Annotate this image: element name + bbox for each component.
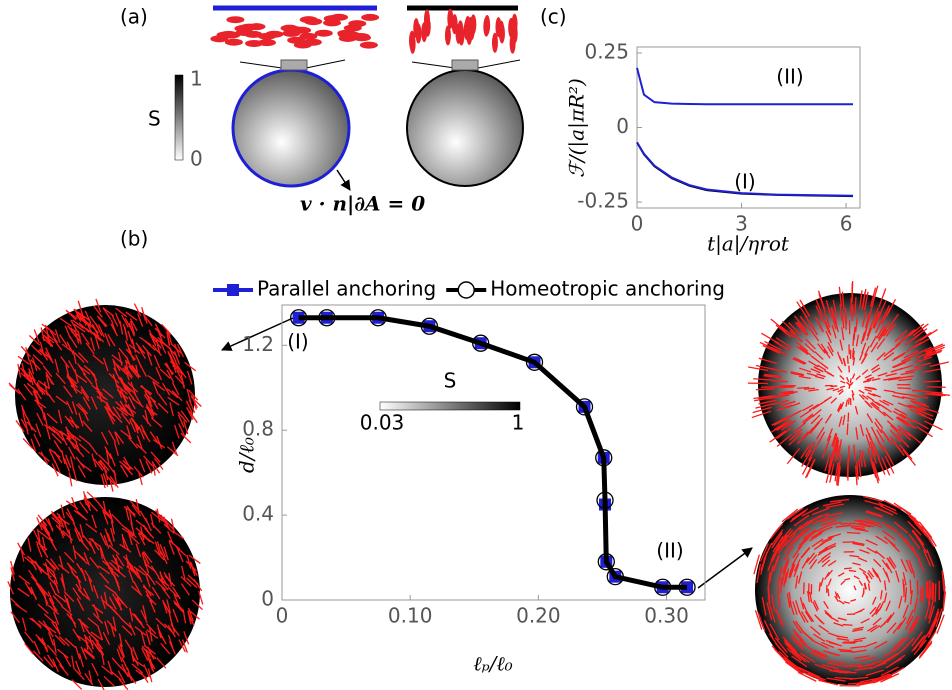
molecule — [339, 35, 357, 42]
x-tick-label: 0.10 — [388, 604, 433, 628]
annotation: (II) — [776, 65, 803, 89]
director — [797, 388, 809, 389]
molecule — [492, 33, 498, 53]
y-tick-label: 0 — [616, 114, 629, 138]
director — [847, 532, 861, 533]
annotation: (I) — [734, 170, 756, 194]
colorbar-tick: 0 — [190, 147, 203, 171]
y-tick-label: 1.2 — [242, 332, 274, 356]
molecule — [304, 18, 322, 25]
annotation: (II) — [656, 539, 683, 563]
y-tick-label: 0 — [261, 587, 274, 611]
molecule — [464, 17, 470, 37]
molecule — [315, 30, 333, 37]
y-tick-label: -0.25 — [577, 189, 629, 213]
molecule — [424, 9, 430, 29]
director — [844, 568, 852, 569]
figure: (a) (b) (c) S 1 0 v · n|∂A = 0 0360.250-… — [0, 0, 952, 690]
molecule — [484, 15, 490, 35]
y-tick-label: 0.4 — [242, 502, 274, 526]
arrow — [698, 548, 752, 588]
equation: v · n|∂A = 0 — [300, 192, 425, 216]
molecule — [360, 42, 378, 49]
molecule — [258, 39, 276, 46]
director — [772, 381, 788, 382]
droplet — [233, 70, 349, 186]
director — [843, 625, 853, 626]
panel-label: (b) — [120, 227, 148, 251]
colorbar-tick: 0.03 — [360, 411, 405, 435]
director — [852, 304, 853, 321]
droplet — [407, 70, 523, 186]
colorbar — [175, 75, 183, 160]
molecule — [452, 14, 458, 34]
schematic: S 1 0 v · n|∂A = 0 — [148, 8, 523, 216]
director — [852, 281, 853, 301]
molecule — [281, 25, 299, 32]
legend-label: Homeotropic anchoring — [490, 277, 725, 301]
molecule — [512, 14, 518, 34]
y-axis-label: ℱ/(|a|πR²) — [565, 78, 590, 178]
colorbar-tick: 1 — [512, 411, 525, 435]
panel-label: (c) — [540, 5, 567, 29]
molecule — [361, 14, 379, 21]
molecule — [330, 14, 348, 21]
molecule — [234, 25, 252, 32]
y-axis-label: d/ℓ₀ — [235, 437, 259, 473]
colorbar-title: S — [444, 369, 457, 393]
director — [922, 381, 940, 382]
director — [898, 388, 911, 389]
legend-marker — [227, 284, 239, 296]
x-axis-label: ℓₚ/ℓ₀ — [473, 652, 512, 676]
director — [845, 666, 862, 667]
arrow — [337, 170, 350, 190]
director — [840, 651, 854, 652]
x-tick-label: 0 — [631, 212, 644, 236]
director — [850, 378, 851, 383]
molecule — [287, 37, 305, 44]
colorbar-title: S — [148, 107, 161, 131]
colorbar — [380, 402, 520, 410]
director — [935, 584, 936, 602]
molecule — [499, 23, 505, 43]
director — [847, 423, 848, 435]
colorbar-tick: 1 — [190, 67, 203, 91]
molecule — [470, 14, 476, 34]
y-tick-label: 0.25 — [584, 39, 629, 63]
x-tick-label: 0.20 — [516, 604, 561, 628]
director — [847, 356, 848, 364]
molecule — [457, 20, 463, 40]
panel-label: (a) — [120, 5, 148, 29]
x-axis-label: t|a|/ηrot — [707, 232, 790, 257]
molecule — [265, 31, 283, 38]
molecule — [222, 32, 240, 39]
molecule — [226, 16, 244, 23]
director — [779, 387, 794, 388]
director — [910, 580, 911, 594]
x-tick-label: 0 — [276, 604, 289, 628]
series-line — [637, 68, 853, 104]
molecule — [413, 18, 419, 38]
molecule — [510, 34, 516, 54]
x-tick-label: 6 — [840, 212, 853, 236]
director — [828, 589, 829, 597]
molecule — [348, 20, 366, 27]
series-line — [299, 318, 687, 588]
director — [853, 334, 854, 346]
legend-label: Parallel anchoring — [257, 277, 436, 301]
pipette — [281, 60, 307, 70]
snapshot — [10, 497, 200, 687]
pipette — [452, 60, 478, 70]
legend-marker — [458, 282, 474, 298]
annotation: (I) — [287, 330, 309, 354]
director — [847, 459, 848, 478]
director — [839, 672, 857, 673]
x-tick-label: 0.30 — [644, 604, 689, 628]
